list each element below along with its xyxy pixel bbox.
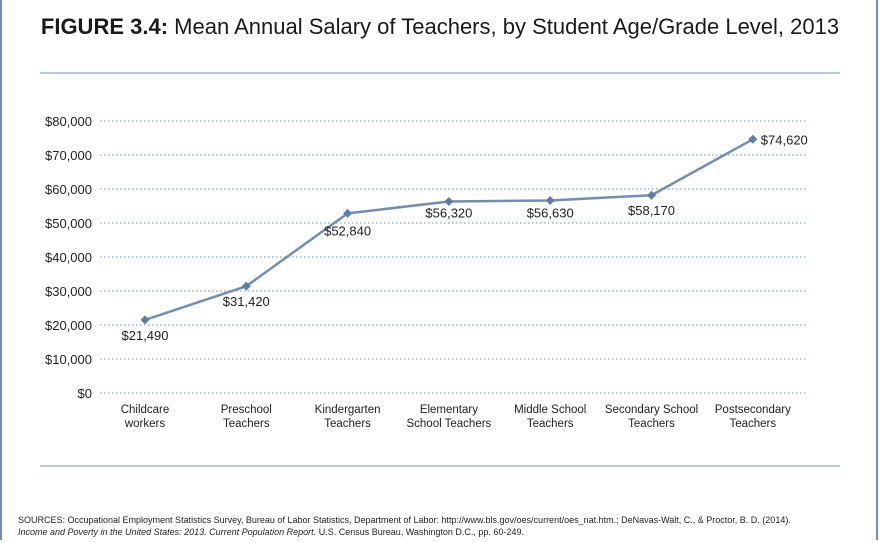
y-tick-label: $60,000 <box>45 182 92 197</box>
x-tick-label: Elementary School Teachers <box>406 404 491 430</box>
figure-title-text: Mean Annual Salary of Teachers, by Stude… <box>174 14 840 39</box>
sources-line-2: Income and Poverty in the United States:… <box>18 526 868 538</box>
sources-report-title: Income and Poverty in the United States:… <box>18 527 317 537</box>
data-label: $56,630 <box>527 205 574 220</box>
x-tick-label: Preschool Teachers <box>221 404 272 430</box>
data-label: $31,420 <box>223 294 270 309</box>
x-tick-label: Postsecondary Teachers <box>715 404 791 430</box>
data-point <box>444 197 454 207</box>
x-tick-label: Kindergarten Teachers <box>315 404 381 430</box>
figure-label: FIGURE 3.4: <box>40 14 169 39</box>
bottom-divider <box>40 465 840 467</box>
sources-publisher: U.S. Census Bureau, Washington D.C., pp.… <box>316 527 524 537</box>
data-label: $21,490 <box>122 328 169 343</box>
sources-note: SOURCES: Occupational Employment Statist… <box>18 514 868 538</box>
x-tick-label: Secondary School Teachers <box>605 404 698 430</box>
y-tick-label: $40,000 <box>45 250 92 265</box>
y-tick-label: $50,000 <box>45 216 92 231</box>
top-divider <box>40 72 840 74</box>
y-tick-label: $30,000 <box>45 284 92 299</box>
data-point <box>241 281 251 291</box>
data-label: $74,620 <box>761 132 808 147</box>
x-tick-label: Middle School Teachers <box>514 404 586 430</box>
y-tick-label: $0 <box>78 386 92 401</box>
series-line <box>144 138 754 322</box>
figure-title: FIGURE 3.4: Mean Annual Salary of Teache… <box>0 14 880 40</box>
data-label: $52,840 <box>324 223 371 238</box>
data-point <box>140 315 150 325</box>
y-tick-label: $80,000 <box>45 114 92 129</box>
y-tick-label: $10,000 <box>45 352 92 367</box>
data-point <box>748 134 758 144</box>
sources-line-1: SOURCES: Occupational Employment Statist… <box>18 515 791 525</box>
data-point <box>343 208 353 218</box>
data-label: $56,320 <box>425 206 472 221</box>
data-point <box>647 190 656 200</box>
x-tick-label: Childcare workers <box>121 404 170 430</box>
y-tick-label: $70,000 <box>45 148 92 163</box>
y-tick-label: $20,000 <box>45 318 92 333</box>
data-point <box>545 195 555 205</box>
data-label: $58,170 <box>628 203 675 218</box>
